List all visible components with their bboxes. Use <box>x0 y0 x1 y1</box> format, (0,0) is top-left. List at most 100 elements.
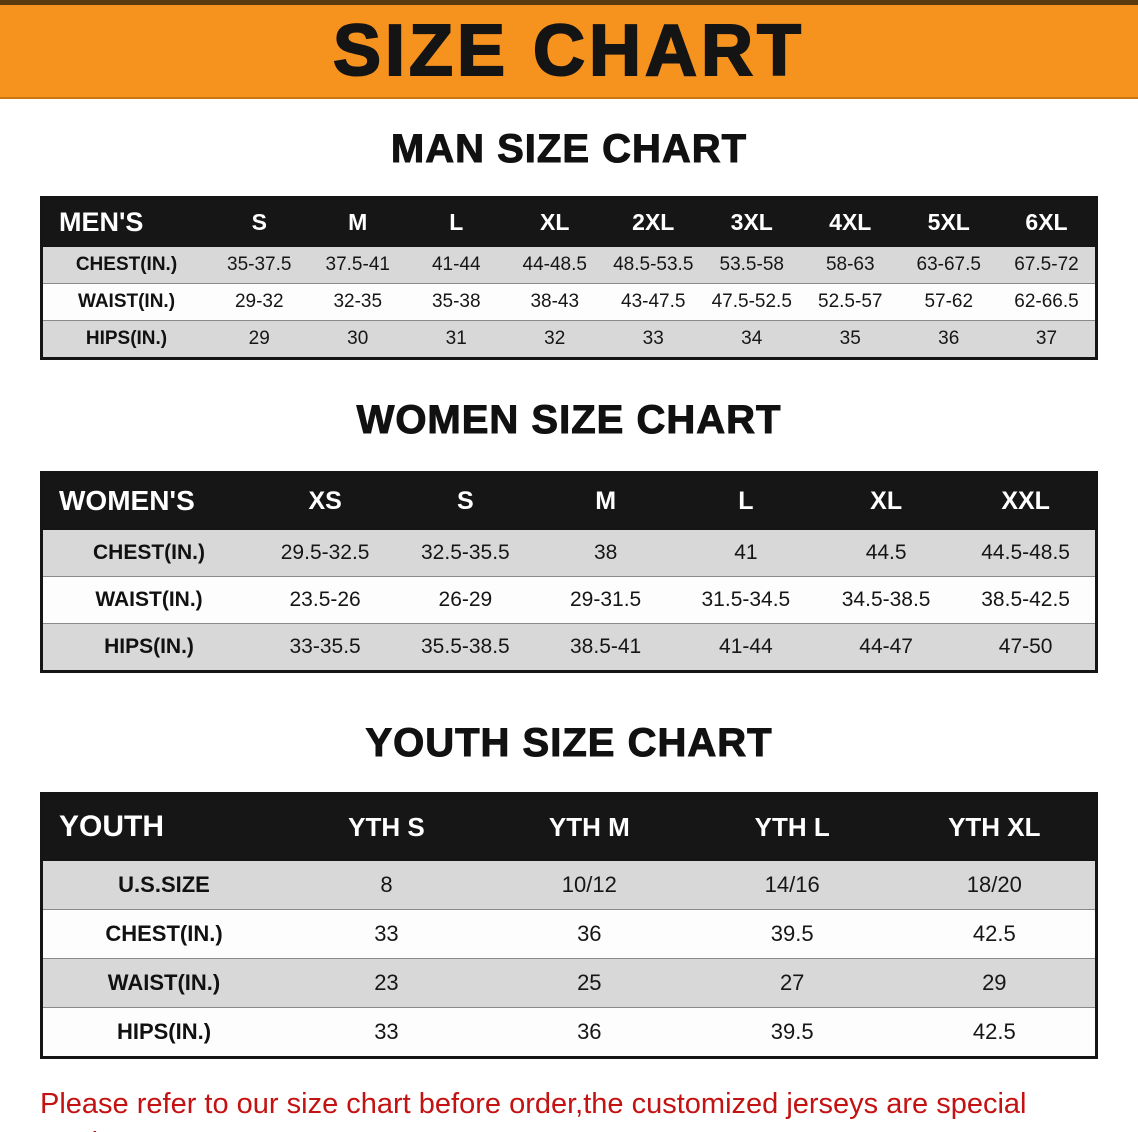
table-row: HIPS(IN.) 33 36 39.5 42.5 <box>41 1007 1097 1058</box>
note-line-1: Please refer to our size chart before or… <box>40 1088 1027 1132</box>
size-header-cell: 4XL <box>801 197 900 247</box>
table-row: WAIST(IN.) 29-32 32-35 35-38 38-43 43-47.5 47.… <box>41 283 1097 321</box>
value-cell: 39.5 <box>770 921 814 946</box>
value-cell: 57-62 <box>924 291 974 312</box>
value-cell: 35.5-38.5 <box>421 635 510 658</box>
row-label-cell: CHEST(IN.) <box>93 541 205 564</box>
value-cell: 31 <box>445 328 467 349</box>
value-cell: 27 <box>779 970 805 995</box>
value-cell: 29 <box>248 328 270 349</box>
value-cell: 10/12 <box>561 872 617 897</box>
value-cell: 38.5-41 <box>570 635 642 658</box>
value-cell: 8 <box>380 872 393 897</box>
size-header-cell: 5XL <box>899 197 998 247</box>
table-row: U.S.SIZE 8 10/12 14/16 18/20 <box>41 860 1097 910</box>
footer-note: Please refer to our size chart before or… <box>0 1085 1138 1132</box>
size-header-cell: S <box>210 197 309 247</box>
value-cell: 41 <box>734 541 758 564</box>
table-row: CHEST(IN.) 29.5-32.5 32.5-35.5 38 41 44.5 44.5… <box>41 529 1097 577</box>
size-header-cell: YTH L <box>690 793 894 861</box>
row-label-cell: CHEST(IN.) <box>105 921 223 946</box>
value-cell: 32 <box>544 328 566 349</box>
size-header-cell: L <box>407 197 506 247</box>
row-label-cell: WAIST(IN.) <box>95 588 203 611</box>
value-cell: 47-50 <box>998 635 1053 658</box>
value-cell: 47.5-52.5 <box>711 291 792 312</box>
value-cell: 29-31.5 <box>570 588 642 611</box>
size-header-cell: XXL <box>956 472 1097 530</box>
value-cell: 32-35 <box>333 291 383 312</box>
value-cell: 58-63 <box>825 254 875 275</box>
size-header-cell: YTH S <box>285 793 488 861</box>
value-cell: 26-29 <box>438 588 493 611</box>
men-section-heading: MAN SIZE CHART <box>390 127 748 172</box>
row-label-cell: WAIST(IN.) <box>107 970 221 995</box>
value-cell: 37 <box>1035 328 1058 349</box>
table-title-cell: YOUTH <box>41 793 285 861</box>
row-label-cell: U.S.SIZE <box>118 872 210 897</box>
value-cell: 44.5 <box>865 541 907 564</box>
value-cell: 25 <box>577 970 602 995</box>
value-cell: 29-32 <box>234 291 284 312</box>
value-cell: 34 <box>741 328 763 349</box>
value-cell: 35-38 <box>431 291 481 312</box>
section-youth: YOUTH SIZE CHART YOUTH YTH S YTH M YTH L YTH… <box>0 721 1138 1059</box>
value-cell: 52.5-57 <box>818 291 883 312</box>
size-header-cell: M <box>308 197 407 247</box>
table-row: CHEST(IN.) 35-37.5 37.5-41 41-44 44-48.5 48.5… <box>41 246 1097 284</box>
size-header-cell: XL <box>816 472 957 530</box>
value-cell: 33 <box>642 328 664 349</box>
value-cell: 23 <box>374 970 399 995</box>
value-cell: 37.5-41 <box>325 254 390 275</box>
value-cell: 38 <box>593 541 618 564</box>
table-row: WAIST(IN.) 23.5-26 26-29 29-31.5 31.5-34.5 34… <box>41 576 1097 624</box>
value-cell: 42.5 <box>972 921 1016 946</box>
value-cell: 32.5-35.5 <box>421 541 510 564</box>
table-row: CHEST(IN.) 33 36 39.5 42.5 <box>41 909 1097 959</box>
size-header-cell: M <box>535 472 676 530</box>
value-cell: 30 <box>347 328 369 349</box>
value-cell: 33-35.5 <box>289 635 361 658</box>
value-cell: 53.5-58 <box>719 254 784 275</box>
table-title-cell: MEN'S <box>41 197 210 247</box>
value-cell: 41-44 <box>431 254 481 275</box>
value-cell: 44.5-48.5 <box>981 541 1070 564</box>
value-cell: 14/16 <box>764 872 820 897</box>
value-cell: 36 <box>577 921 602 946</box>
size-header-cell: XL <box>505 197 604 247</box>
table-header-row: YOUTH YTH S YTH M YTH L YTH XL <box>41 793 1097 861</box>
value-cell: 62-66.5 <box>1014 291 1079 312</box>
table-title-cell: WOMEN'S <box>41 472 255 530</box>
row-label-cell: WAIST(IN.) <box>77 291 176 312</box>
value-cell: 42.5 <box>972 1019 1016 1044</box>
youth-size-table: YOUTH YTH S YTH M YTH L YTH XL U.S.SIZE 8 10/12… <box>40 792 1098 1059</box>
value-cell: 44-48.5 <box>522 254 587 275</box>
value-cell: 35-37.5 <box>227 254 292 275</box>
size-header-cell: S <box>395 472 536 530</box>
value-cell: 29 <box>982 970 1007 995</box>
row-label-cell: HIPS(IN.) <box>85 328 168 349</box>
table-header-row: WOMEN'S XS S M L XL XXL <box>41 472 1097 530</box>
women-section-heading: WOMEN SIZE CHART <box>356 398 782 443</box>
row-label-cell: HIPS(IN.) <box>104 635 194 658</box>
row-label-cell: CHEST(IN.) <box>75 254 178 275</box>
size-header-cell: XS <box>255 472 396 530</box>
value-cell: 36 <box>938 328 960 349</box>
value-cell: 33 <box>374 1019 399 1044</box>
table-row: WAIST(IN.) 23 25 27 29 <box>41 958 1097 1008</box>
value-cell: 67.5-72 <box>1014 254 1079 275</box>
size-header-cell: 3XL <box>702 197 801 247</box>
value-cell: 23.5-26 <box>289 588 361 611</box>
banner: SIZE CHART <box>0 0 1138 99</box>
value-cell: 35 <box>839 328 861 349</box>
value-cell: 39.5 <box>770 1019 814 1044</box>
value-cell: 44-47 <box>859 635 913 658</box>
value-cell: 31.5-34.5 <box>701 588 791 611</box>
women-size-table: WOMEN'S XS S M L XL XXL CHEST(IN.) 29.5-32.5 32.5… <box>40 471 1098 673</box>
table-row: HIPS(IN.) 33-35.5 35.5-38.5 38.5-41 41-44 44-… <box>41 623 1097 672</box>
size-header-cell: YTH XL <box>893 793 1097 861</box>
size-header-cell: YTH M <box>487 793 691 861</box>
value-cell: 41-44 <box>719 635 773 658</box>
value-cell: 34.5-38.5 <box>841 588 931 611</box>
